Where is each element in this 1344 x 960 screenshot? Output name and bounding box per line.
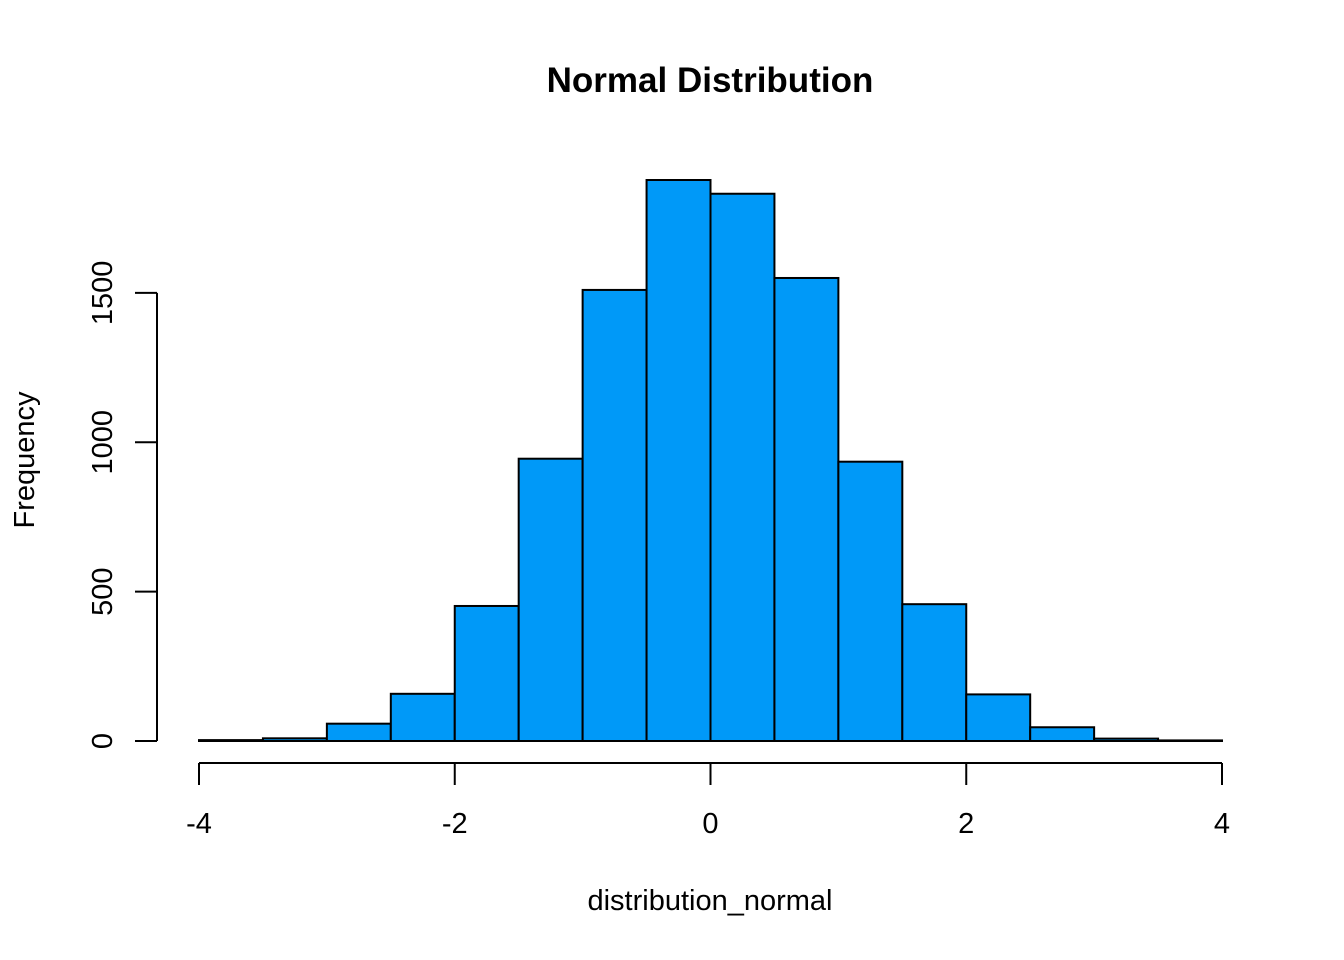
x-axis-label: distribution_normal bbox=[587, 885, 832, 917]
y-tick-label: 1500 bbox=[87, 261, 119, 326]
y-axis: 0 500 1000 1500 bbox=[87, 261, 158, 749]
histogram-bar bbox=[709, 192, 776, 742]
chart-title: Normal Distribution bbox=[547, 61, 874, 100]
bars-group bbox=[198, 179, 1223, 743]
x-tick-label: 0 bbox=[702, 808, 718, 840]
y-tick-label: 0 bbox=[87, 733, 119, 749]
histogram-bar bbox=[325, 722, 392, 743]
histogram-bar bbox=[1093, 737, 1160, 743]
x-axis: -4 -2 0 2 4 bbox=[186, 762, 1230, 840]
histogram-bar bbox=[837, 460, 904, 742]
histogram-bar bbox=[773, 276, 840, 742]
y-tick-label: 1000 bbox=[87, 410, 119, 475]
histogram-bar bbox=[198, 739, 264, 742]
x-tick-label: -2 bbox=[442, 808, 468, 840]
y-axis-label: Frequency bbox=[9, 391, 41, 529]
histogram-bar bbox=[389, 692, 456, 743]
x-tick-label: -4 bbox=[186, 808, 212, 840]
histogram-bar bbox=[517, 457, 584, 742]
histogram-bar bbox=[261, 737, 328, 743]
histogram-bar bbox=[965, 693, 1032, 742]
x-tick-label: 4 bbox=[1214, 808, 1230, 840]
histogram-bar bbox=[453, 604, 520, 743]
histogram-bar bbox=[901, 603, 968, 742]
histogram-bar bbox=[581, 288, 648, 742]
histogram-bar bbox=[1029, 726, 1096, 743]
histogram-bar bbox=[1157, 739, 1223, 743]
histogram-bar bbox=[645, 179, 712, 742]
x-tick-label: 2 bbox=[958, 808, 974, 840]
y-tick-label: 500 bbox=[87, 567, 119, 615]
